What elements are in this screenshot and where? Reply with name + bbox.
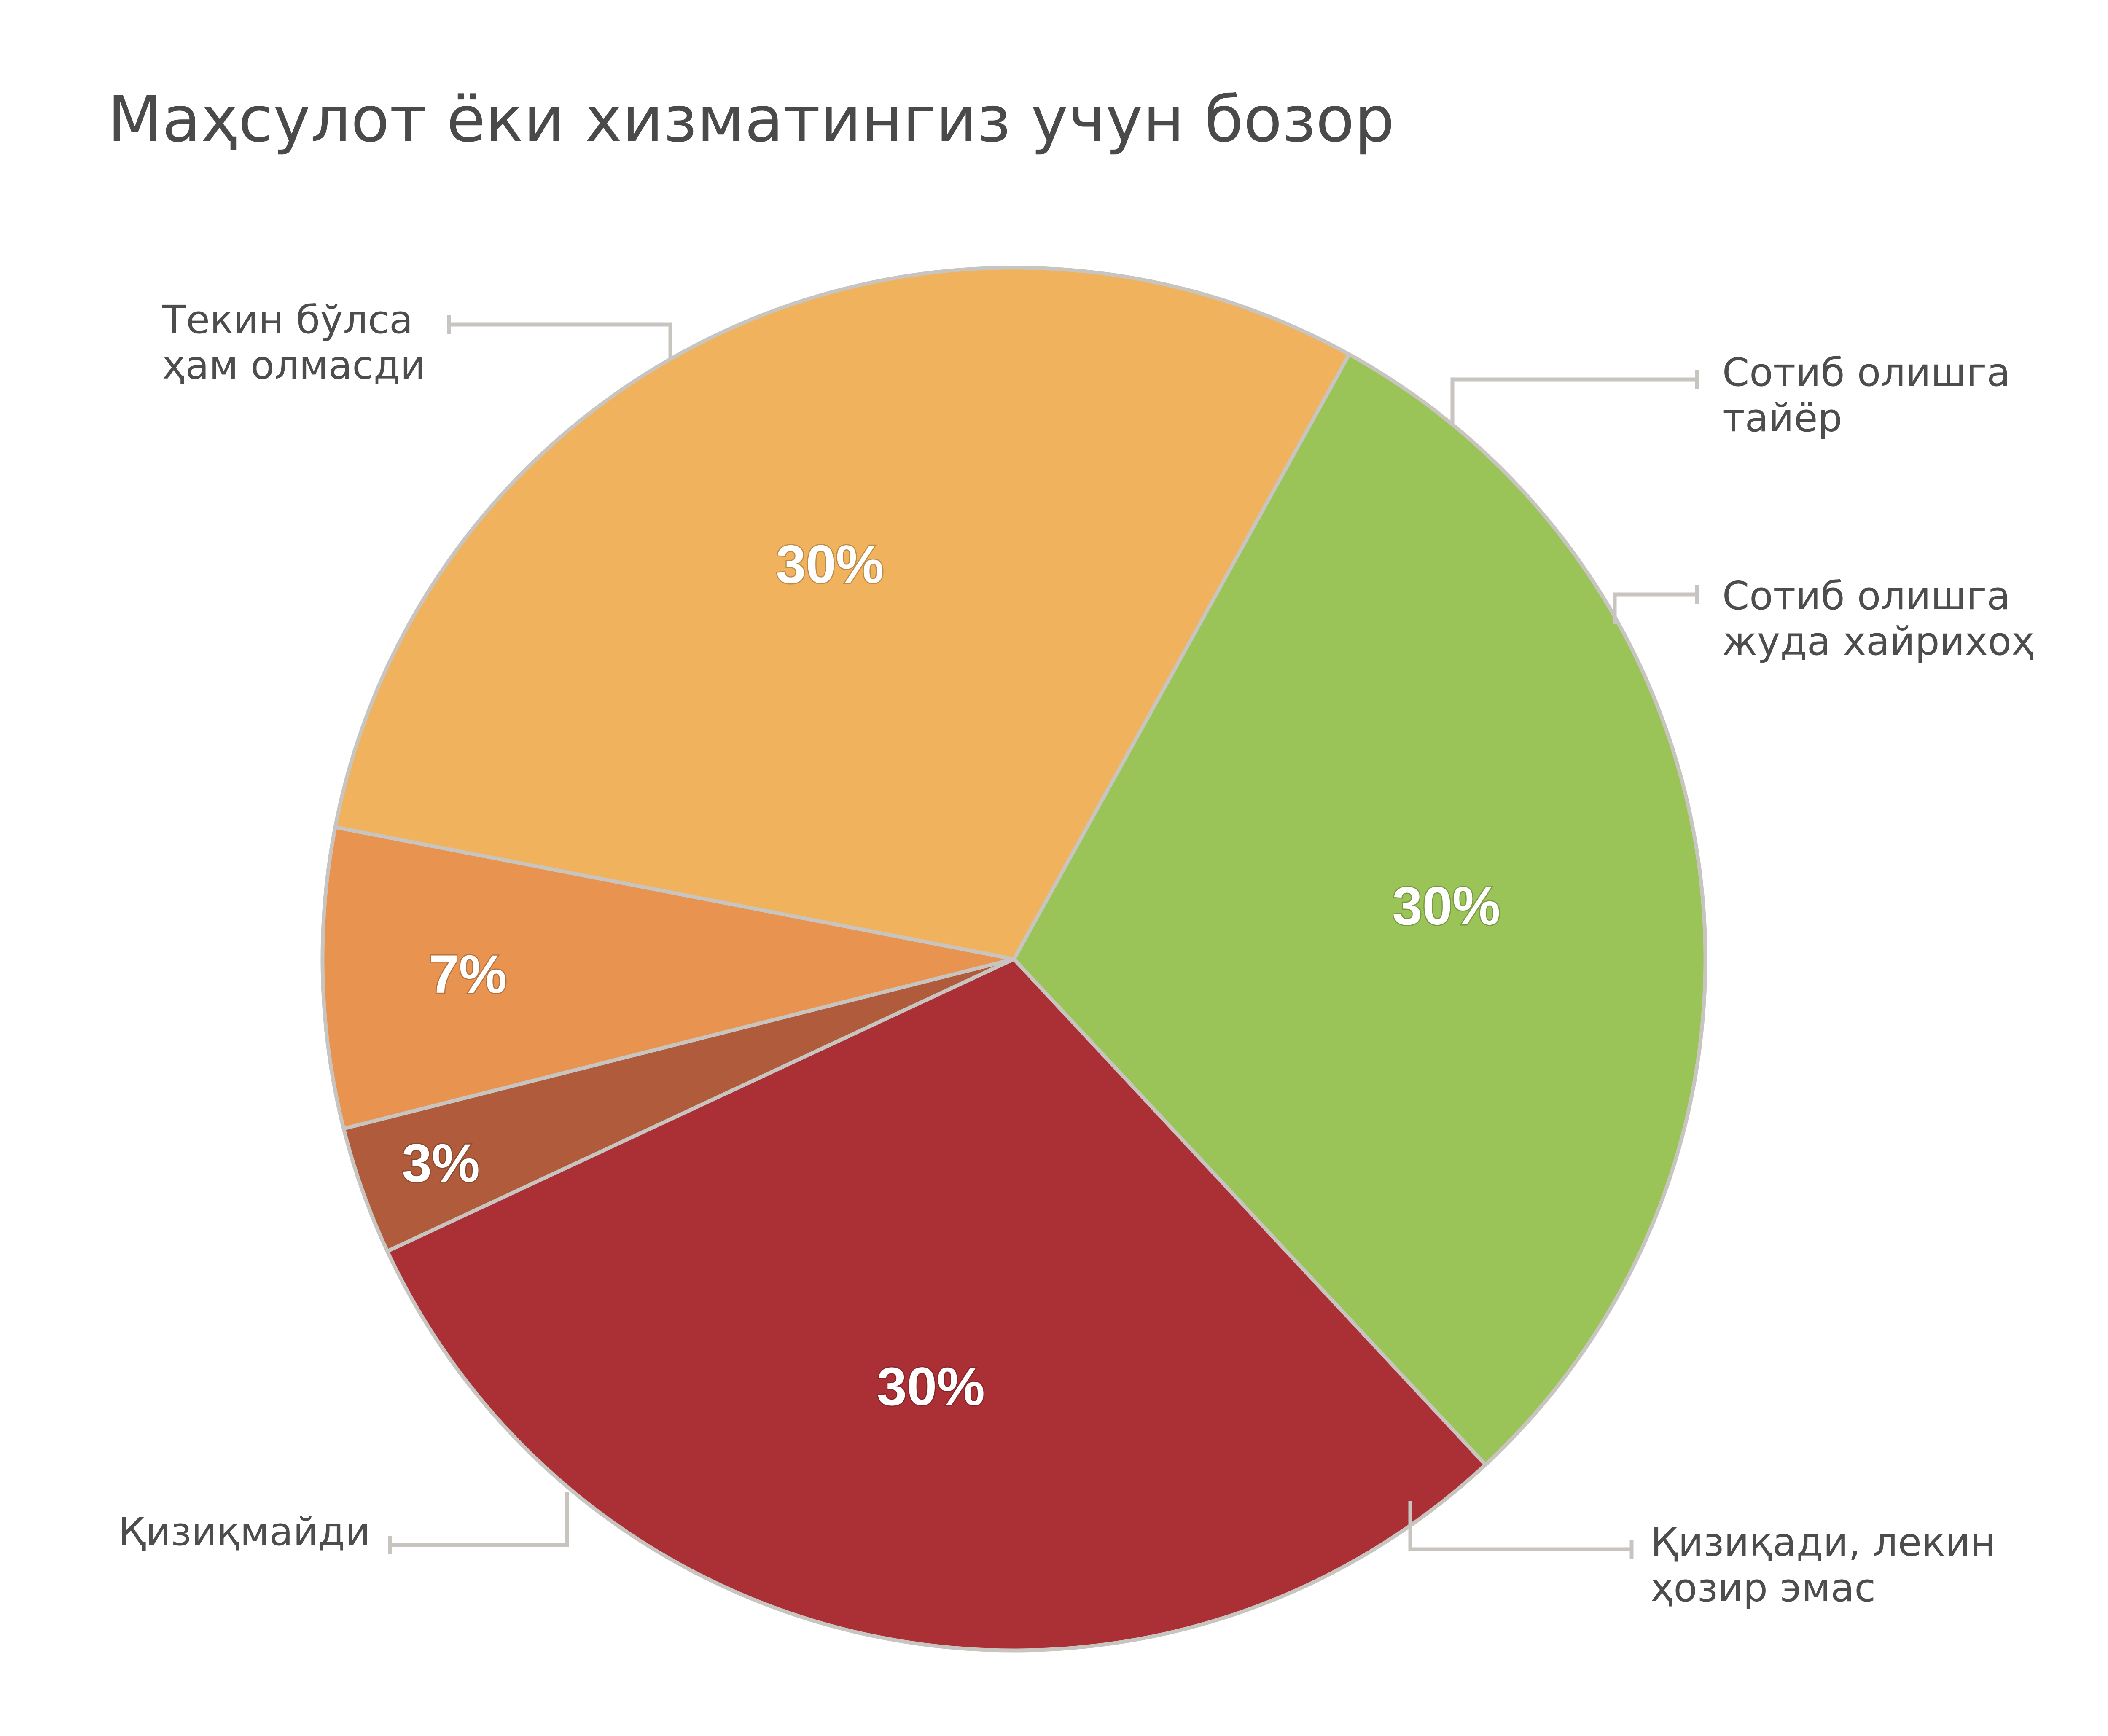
slice-category-label-2: Сотиб олишга жуда хайрихоҳ	[1722, 573, 2035, 664]
leader-line-1	[1450, 377, 1697, 426]
slice-category-label-3: Қизиқади, лекин ҳозир эмас	[1651, 1520, 1996, 1610]
slice-category-label-line: Сотиб олишга	[1722, 573, 2011, 618]
pie-slice-1	[341, 957, 1016, 1253]
slice-category-label-line: Сотиб олишга	[1722, 350, 2011, 395]
slice-value-label-3: 30%	[776, 535, 884, 595]
callout-leaders	[388, 315, 1699, 1559]
pie-slice-4	[1012, 352, 1707, 1467]
slice-category-label-4: Қизиқмайди	[118, 1509, 370, 1554]
leader-line-4	[390, 1492, 569, 1547]
chart-title: Маҳсулот ёки хизматингиз учун бозор	[108, 83, 1395, 156]
slice-category-label-line: Қизиқади, лекин	[1651, 1520, 1996, 1565]
slice-category-label-line: ҳам олмасди	[162, 343, 425, 388]
leader-line-2	[1613, 592, 1697, 624]
slice-category-label-1: Сотиб олишга тайёр	[1722, 350, 2011, 441]
slice-value-label-4: 30%	[1392, 876, 1500, 936]
slice-category-label-line: Қизиқмайди	[118, 1509, 370, 1554]
slice-category-label-line: Текин бўлса	[162, 297, 413, 342]
pie-slice-0	[385, 957, 1487, 1653]
pie-slice-3	[333, 266, 1351, 961]
slice-category-label-line: ҳозир эмас	[1651, 1565, 1876, 1610]
leader-line-3	[1408, 1501, 1632, 1551]
category-labels: Текин бўлса ҳам олмасди Сотиб олишга тайёрС…	[118, 297, 2035, 1610]
slice-value-label-0: 30%	[877, 1357, 985, 1417]
slice-value-label-2: 7%	[429, 944, 507, 1005]
pie-slices	[320, 266, 1707, 1653]
slice-value-label-1: 3%	[402, 1133, 480, 1193]
slice-category-label-0: Текин бўлса ҳам олмасди	[162, 297, 425, 388]
slice-category-label-line: жуда хайрихоҳ	[1722, 619, 2035, 664]
percentage-labels: 30% 3% 7% 30% 30%	[401, 533, 1501, 1418]
pie-slice-2	[320, 825, 1016, 1131]
leader-line-0	[449, 322, 672, 360]
slice-category-label-line: тайёр	[1722, 395, 1842, 441]
